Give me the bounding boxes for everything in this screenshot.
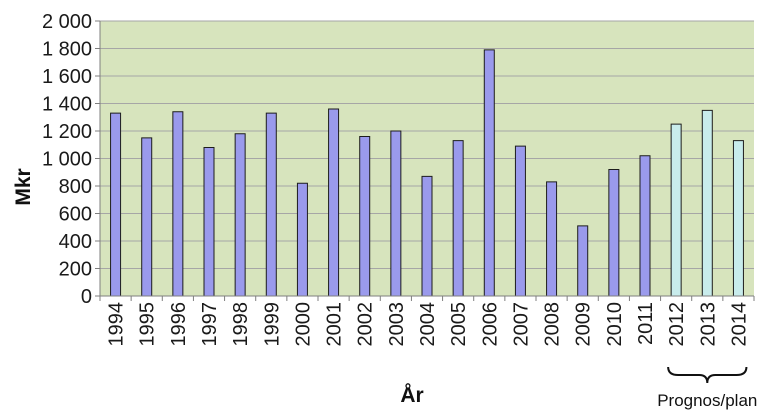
- x-tick-label: 2002: [355, 302, 377, 347]
- y-tick-label: 600: [59, 204, 92, 226]
- bar-1995: [141, 137, 153, 297]
- y-tick-label: 1 200: [42, 121, 92, 143]
- x-tick-label: 2012: [666, 302, 688, 347]
- forecast-brace: [667, 366, 748, 384]
- x-tick-label: 2003: [386, 302, 408, 347]
- bar-2007: [514, 145, 526, 297]
- y-tick-label: 1 800: [42, 39, 92, 61]
- bar-2012: [670, 123, 682, 297]
- x-tick-label: 2004: [417, 302, 439, 347]
- bar-2014: [732, 140, 744, 297]
- x-tick-label: 2008: [542, 302, 564, 347]
- y-tick-label: 200: [59, 259, 92, 281]
- bar-2004: [421, 175, 433, 297]
- y-tick-label: 400: [59, 231, 92, 253]
- y-tick-label: 1 600: [42, 66, 92, 88]
- bar-1996: [172, 111, 184, 297]
- x-tick-label: 1995: [137, 302, 159, 347]
- y-tick-label: 0: [81, 286, 92, 308]
- x-tick-label: 2009: [573, 302, 595, 347]
- bar-2006: [483, 49, 495, 297]
- bar-1997: [203, 147, 215, 297]
- x-tick-label: 2006: [479, 302, 501, 347]
- x-tick-label: 2011: [635, 302, 657, 345]
- x-tick-label: 1996: [168, 302, 190, 347]
- bar-2005: [452, 140, 464, 297]
- x-tick-label: 2000: [292, 302, 314, 347]
- bar-2000: [296, 182, 308, 297]
- x-tick-label: 2007: [510, 302, 532, 347]
- bar-2003: [390, 130, 402, 297]
- x-tick-label: 1998: [230, 302, 252, 347]
- x-axis-ticks: 1994 1995 1996 1997 1998 1999 2000 2001 2002 2003…: [99, 296, 755, 347]
- bar-2009: [577, 225, 589, 297]
- x-tick-label: 1997: [199, 302, 221, 347]
- y-tick-label: 800: [59, 176, 92, 198]
- x-tick-label: 1994: [106, 302, 128, 347]
- x-tick-label: 2001: [324, 302, 346, 347]
- y-axis-ticks: 0 200 400 600 800 1 000 1 200 1 400 1 600 1 800 2 …: [42, 11, 100, 308]
- x-tick-label: 2010: [604, 302, 626, 347]
- x-axis-title: År: [400, 383, 423, 407]
- y-tick-label: 1 400: [42, 94, 92, 116]
- y-tick-label: 2 000: [42, 11, 92, 33]
- y-tick-label: 1 000: [42, 149, 92, 171]
- bar-2008: [546, 181, 558, 297]
- y-axis-title: Mkr: [12, 168, 35, 205]
- bar-2010: [608, 169, 620, 297]
- forecast-label: Prognos/plan: [657, 391, 757, 410]
- x-tick-label: 2013: [697, 302, 719, 347]
- bar-2011: [639, 155, 651, 297]
- x-tick-label: 2014: [728, 302, 750, 347]
- bar-1994: [110, 112, 122, 297]
- x-tick-label: 2005: [448, 302, 470, 347]
- bar-1998: [234, 133, 246, 297]
- bar-2002: [359, 136, 371, 297]
- bar-2013: [701, 109, 713, 297]
- x-tick-label: 1999: [261, 302, 283, 347]
- bar-1999: [265, 112, 277, 297]
- bar-2001: [328, 108, 340, 297]
